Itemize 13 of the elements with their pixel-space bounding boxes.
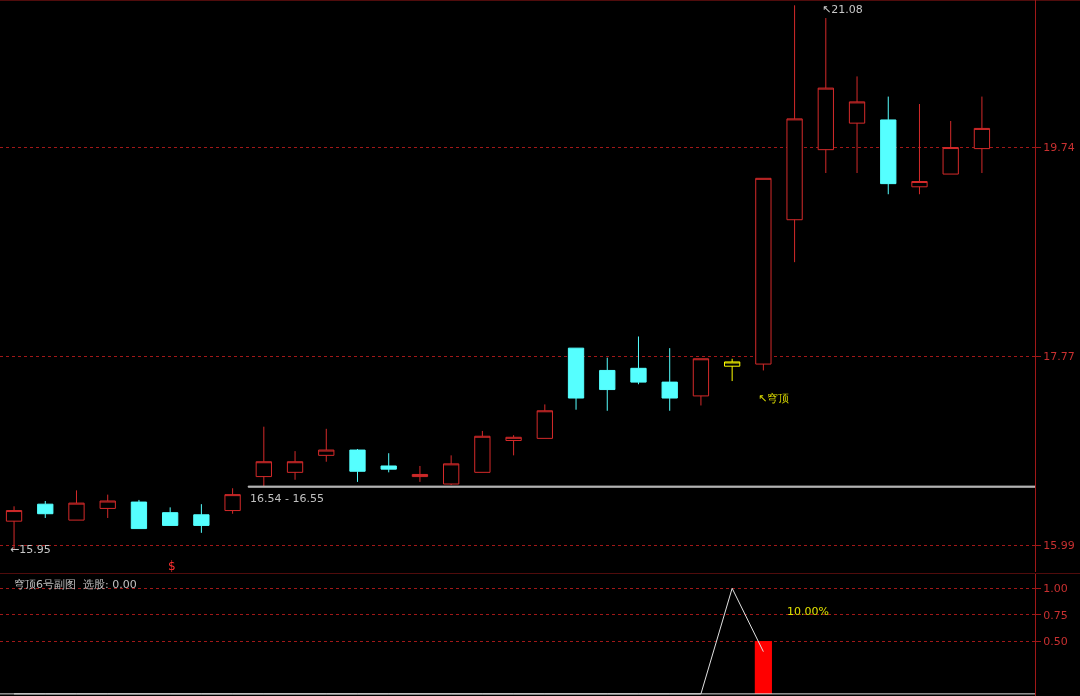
y-tick-label: 1.00 [1043, 582, 1068, 596]
text: 穹顶6号副图 选股: 0.00 [14, 578, 137, 591]
band-label: 16.54 - 16.55 [250, 492, 324, 505]
y-tick-label: 0.50 [1043, 634, 1068, 648]
annotation: 10.00% [787, 605, 829, 618]
y-tick-label: 0.75 [1043, 608, 1068, 622]
y-tick-label: 17.77 [1043, 350, 1075, 364]
y-tick-label: 19.74 [1043, 141, 1075, 155]
y-tick-label: 15.99 [1043, 539, 1075, 553]
annotation: ←15.95 [10, 543, 51, 556]
annotation: ↖穹顶 [758, 392, 790, 405]
annotation: $ [168, 559, 176, 573]
annotation: ↖21.08 [822, 3, 863, 16]
